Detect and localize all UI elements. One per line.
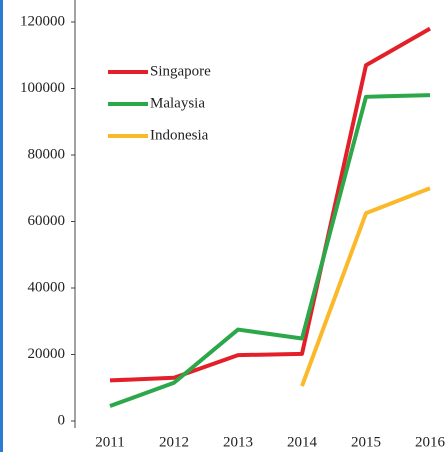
legend-label: Singapore — [150, 63, 211, 79]
legend-label: Indonesia — [150, 127, 209, 143]
x-tick-label: 2014 — [287, 434, 318, 450]
y-tick-label: 40000 — [28, 279, 66, 295]
y-tick-label: 60000 — [28, 213, 66, 229]
x-tick-label: 2015 — [351, 434, 381, 450]
y-tick-label: 80000 — [28, 146, 66, 162]
x-tick-label: 2016 — [415, 434, 446, 450]
series-line — [109, 26, 431, 383]
x-tick-label: 2013 — [223, 434, 253, 450]
series-line — [300, 186, 431, 387]
legend-label: Malaysia — [150, 95, 205, 111]
y-tick-label: 100000 — [20, 80, 65, 96]
y-tick-label: 0 — [58, 412, 66, 428]
x-tick-label: 2012 — [159, 434, 189, 450]
y-tick-label: 20000 — [28, 346, 66, 362]
series-line — [109, 93, 431, 408]
frame-edge — [0, 0, 3, 452]
x-tick-label: 2011 — [95, 434, 124, 450]
y-tick-label: 120000 — [20, 13, 65, 29]
